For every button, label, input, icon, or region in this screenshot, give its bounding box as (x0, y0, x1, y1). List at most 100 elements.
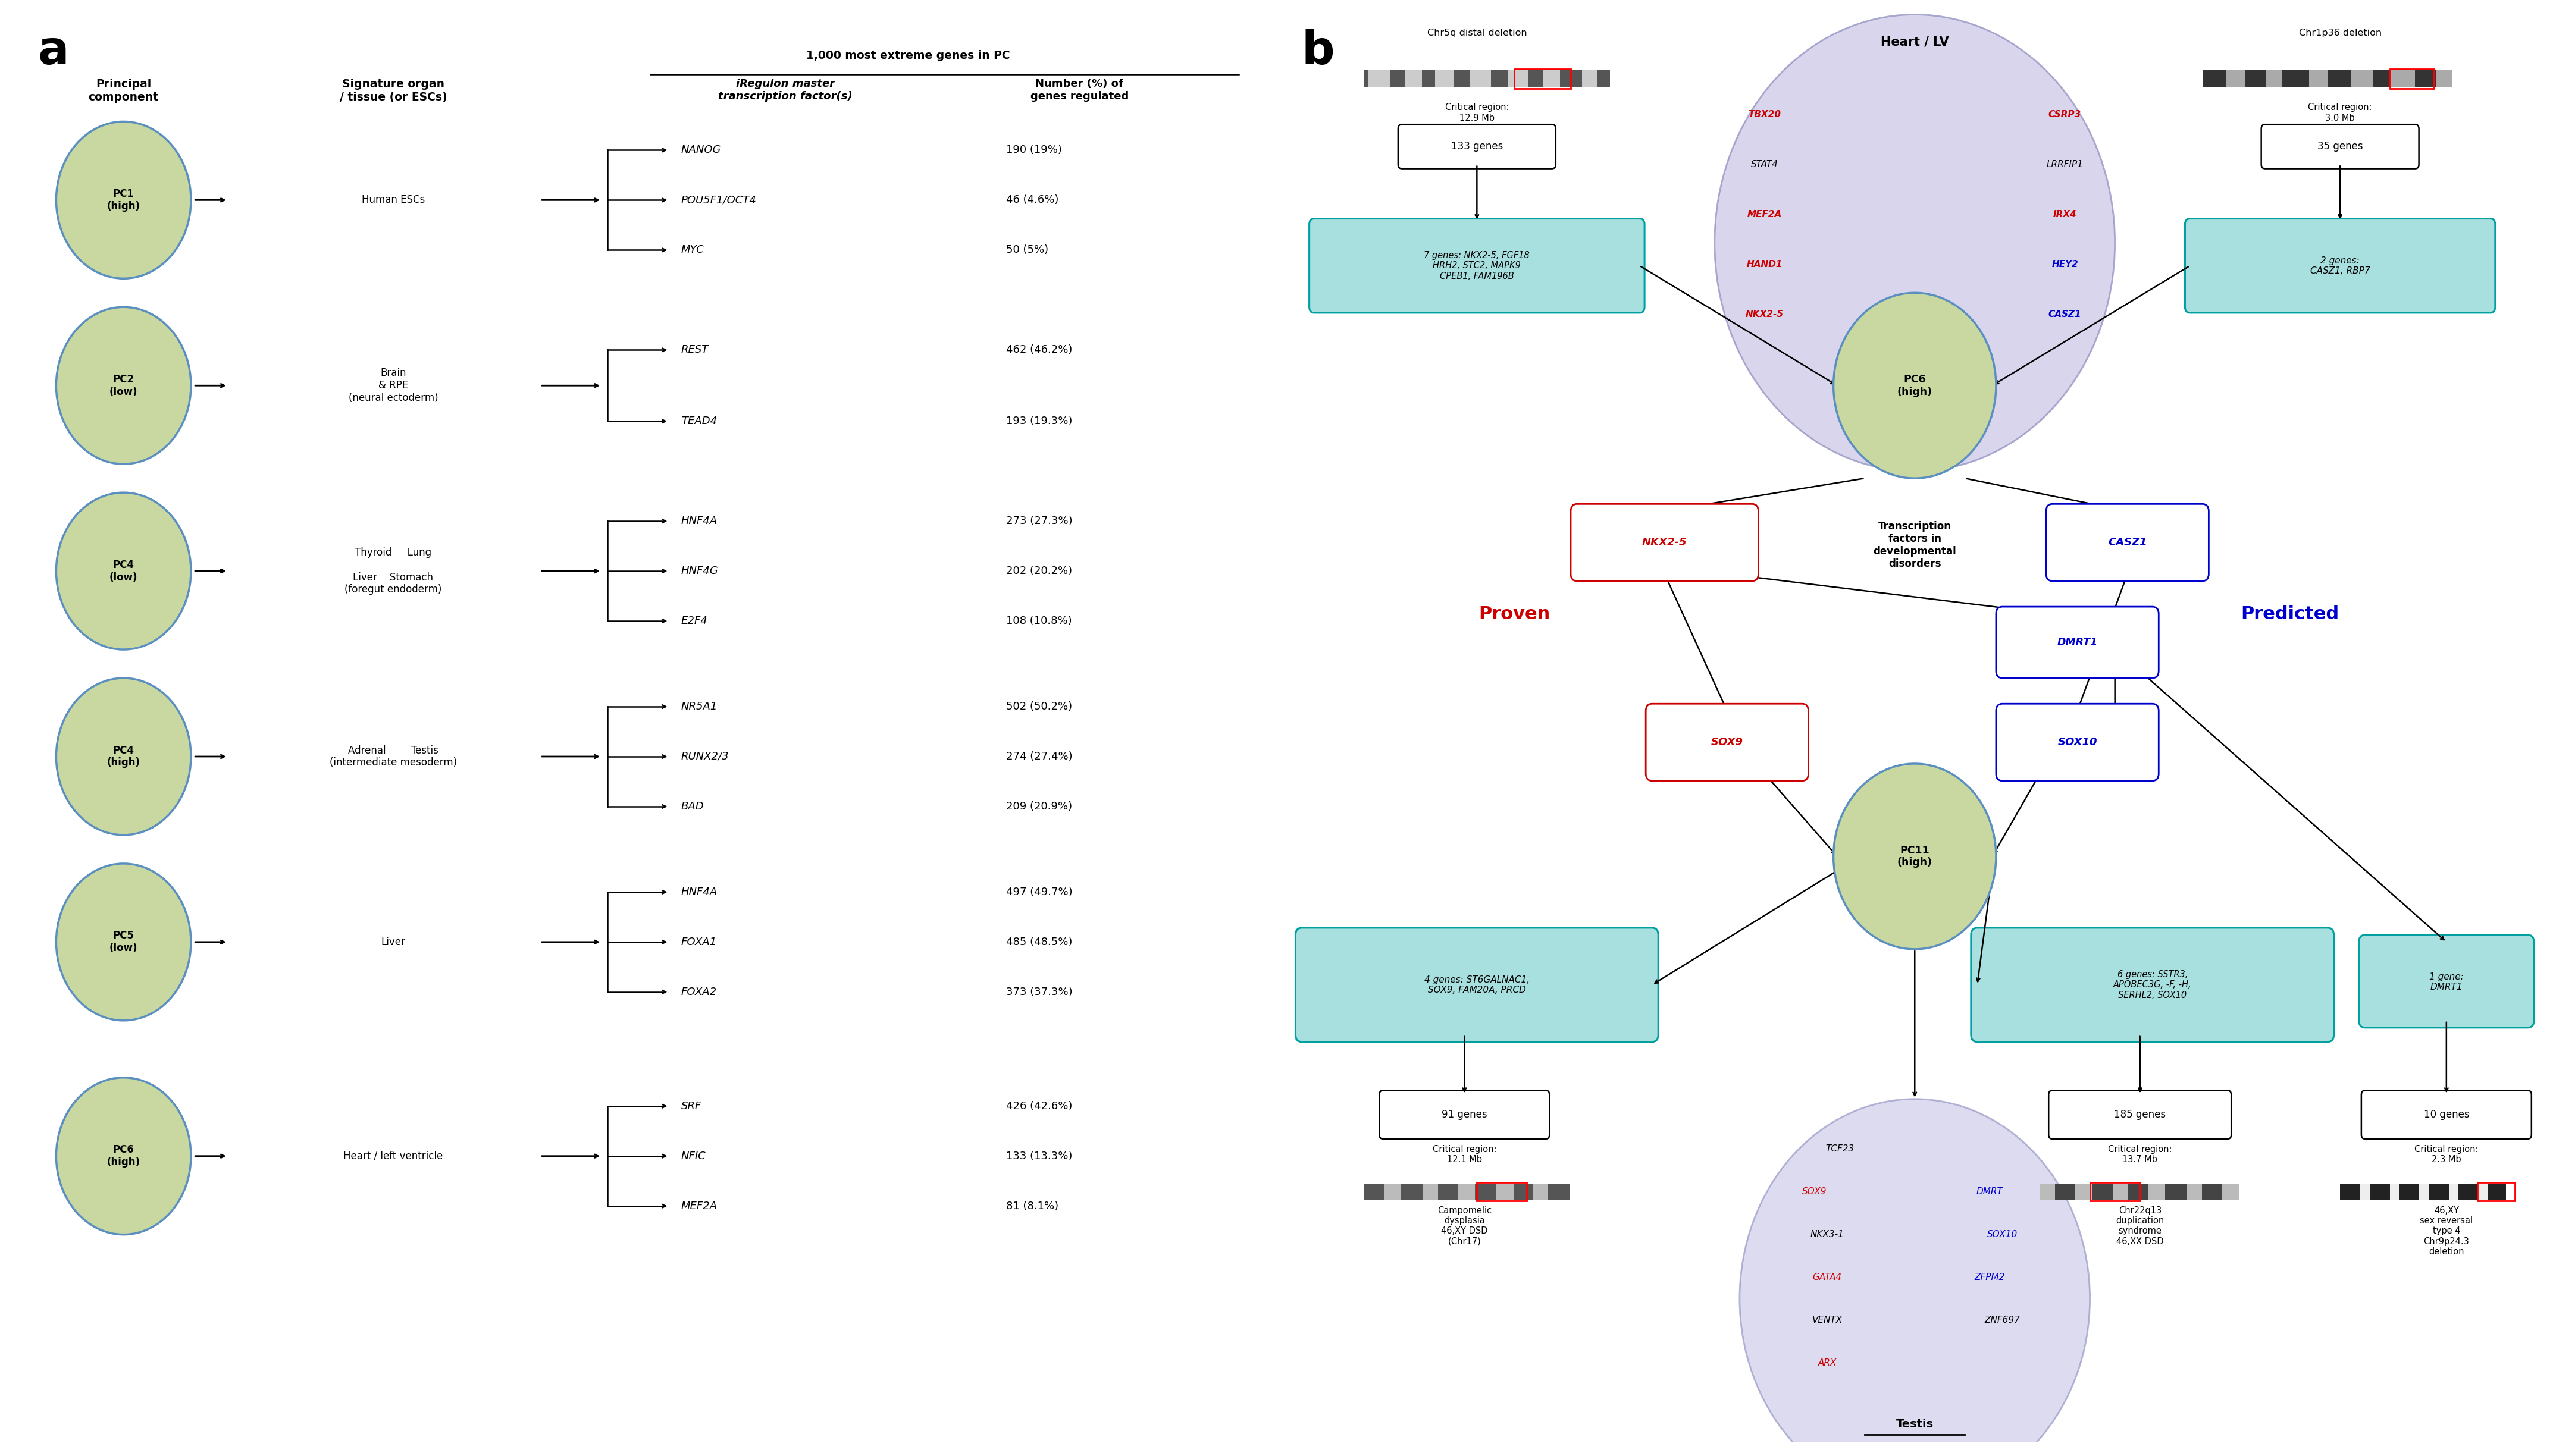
Text: NKX2-5: NKX2-5 (1746, 310, 1785, 319)
Text: LRRFIP1: LRRFIP1 (2048, 160, 2083, 169)
Text: Critical region:
2.3 Mb: Critical region: 2.3 Mb (2415, 1144, 2479, 1163)
Text: PC2
(low): PC2 (low) (110, 374, 138, 397)
Text: 273 (27.3%): 273 (27.3%) (1006, 515, 1072, 527)
Text: 35 genes: 35 genes (2318, 141, 2364, 151)
Text: HNF4A: HNF4A (682, 515, 717, 527)
Text: SRF: SRF (682, 1101, 702, 1111)
Bar (1402, 1184, 1422, 1200)
Bar (2418, 1184, 2428, 1200)
Text: PC1
(high): PC1 (high) (107, 188, 140, 211)
Text: Human ESCs: Human ESCs (363, 195, 424, 205)
Text: 202 (20.2%): 202 (20.2%) (1006, 566, 1072, 577)
Text: 2 genes:
CASZ1, RBP7: 2 genes: CASZ1, RBP7 (2310, 256, 2369, 275)
Circle shape (1833, 293, 1996, 478)
Text: VENTX: VENTX (1813, 1316, 1843, 1325)
Text: SOX10: SOX10 (2058, 737, 2096, 747)
Text: NANOG: NANOG (682, 144, 722, 156)
Text: NKX3-1: NKX3-1 (1810, 1230, 1843, 1239)
Circle shape (1739, 1099, 2091, 1456)
FancyBboxPatch shape (1996, 703, 2160, 780)
Text: FOXA2: FOXA2 (682, 987, 717, 997)
Text: 485 (48.5%): 485 (48.5%) (1006, 936, 1072, 948)
Bar (2040, 1184, 2055, 1200)
Text: Adrenal        Testis
(intermediate mesoderm): Adrenal Testis (intermediate mesoderm) (329, 745, 457, 769)
Text: PC6
(high): PC6 (high) (1897, 374, 1933, 397)
Text: SOX9: SOX9 (1802, 1187, 1828, 1197)
Text: NFIC: NFIC (682, 1150, 707, 1162)
Text: 373 (37.3%): 373 (37.3%) (1006, 987, 1072, 997)
Text: MEF2A: MEF2A (1746, 210, 1782, 218)
Bar (1509, 70, 1527, 87)
FancyBboxPatch shape (1399, 124, 1555, 169)
Text: Critical region:
12.9 Mb: Critical region: 12.9 Mb (1445, 103, 1509, 122)
Bar (2372, 70, 2392, 87)
Circle shape (56, 121, 191, 278)
Bar (2476, 1184, 2489, 1200)
Text: Campomelic
dysplasia
46,XY DSD
(Chr17): Campomelic dysplasia 46,XY DSD (Chr17) (1437, 1206, 1491, 1246)
Text: 209 (20.9%): 209 (20.9%) (1006, 801, 1072, 812)
Bar (1363, 70, 1368, 87)
Text: DMRT1: DMRT1 (2058, 638, 2099, 648)
Bar (2165, 1184, 2188, 1200)
Text: IRX4: IRX4 (2053, 210, 2076, 218)
Text: NKX2-5: NKX2-5 (1642, 537, 1688, 547)
Text: 502 (50.2%): 502 (50.2%) (1006, 702, 1072, 712)
Text: 462 (46.2%): 462 (46.2%) (1006, 345, 1072, 355)
Text: Transcription
factors in
developmental
disorders: Transcription factors in developmental d… (1874, 521, 1956, 569)
Text: 133 (13.3%): 133 (13.3%) (1006, 1150, 1072, 1162)
Text: Critical region:
13.7 Mb: Critical region: 13.7 Mb (2109, 1144, 2173, 1163)
Text: b: b (1302, 29, 1335, 74)
Text: Number (%) of
genes regulated: Number (%) of genes regulated (1031, 79, 1128, 102)
FancyBboxPatch shape (1996, 607, 2160, 678)
Text: SOX9: SOX9 (1711, 737, 1744, 747)
FancyBboxPatch shape (2262, 124, 2418, 169)
Circle shape (56, 678, 191, 834)
Text: E2F4: E2F4 (682, 616, 707, 626)
Text: HEY2: HEY2 (2053, 259, 2078, 269)
Text: iRegulon master
transcription factor(s): iRegulon master transcription factor(s) (717, 79, 853, 102)
Text: 193 (19.3%): 193 (19.3%) (1006, 416, 1072, 427)
Bar (2221, 1184, 2239, 1200)
Bar (2055, 1184, 2076, 1200)
Text: DMRT: DMRT (1976, 1187, 2004, 1197)
FancyBboxPatch shape (1647, 703, 1808, 780)
Bar (1368, 70, 1389, 87)
Text: Signature organ
/ tissue (or ESCs): Signature organ / tissue (or ESCs) (340, 79, 447, 103)
Text: STAT4: STAT4 (1751, 160, 1779, 169)
Circle shape (56, 492, 191, 649)
Text: 1 gene:
DMRT1: 1 gene: DMRT1 (2430, 973, 2464, 992)
Text: Predicted: Predicted (2242, 606, 2339, 623)
Text: 6 genes: SSTR3,
APOBEC3G, -F, -H,
SERHL2, SOX10: 6 genes: SSTR3, APOBEC3G, -F, -H, SERHL2… (2114, 970, 2190, 1000)
Text: MEF2A: MEF2A (682, 1201, 717, 1211)
Bar (1389, 70, 1404, 87)
Bar (1404, 70, 1422, 87)
Circle shape (1833, 763, 1996, 949)
Bar (2129, 1184, 2147, 1200)
Bar (2390, 1184, 2400, 1200)
FancyBboxPatch shape (1971, 927, 2333, 1042)
Text: 50 (5%): 50 (5%) (1006, 245, 1049, 255)
Text: 91 genes: 91 genes (1442, 1109, 1488, 1120)
Bar (1422, 1184, 1437, 1200)
Bar (2415, 70, 2436, 87)
Text: 4 genes: ST6GALNAC1,
SOX9, FAM20A, PRCD: 4 genes: ST6GALNAC1, SOX9, FAM20A, PRCD (1425, 976, 1529, 994)
Text: Testis: Testis (1897, 1418, 1933, 1430)
Bar (1547, 1184, 1570, 1200)
FancyBboxPatch shape (1570, 504, 1759, 581)
Bar (2351, 70, 2372, 87)
Bar (2428, 1184, 2448, 1200)
Circle shape (56, 1077, 191, 1235)
Text: Heart / LV: Heart / LV (1882, 36, 1948, 48)
Text: 46 (4.6%): 46 (4.6%) (1006, 195, 1059, 205)
FancyBboxPatch shape (1310, 218, 1644, 313)
FancyBboxPatch shape (2045, 504, 2208, 581)
FancyBboxPatch shape (2362, 1091, 2533, 1139)
Text: MYC: MYC (682, 245, 705, 255)
Bar (2448, 1184, 2459, 1200)
Bar (1384, 1184, 1402, 1200)
Text: 81 (8.1%): 81 (8.1%) (1006, 1201, 1059, 1211)
Bar (2400, 1184, 2418, 1200)
Text: Chr1p36 deletion: Chr1p36 deletion (2298, 29, 2382, 38)
Text: a: a (38, 29, 69, 74)
Bar (2188, 1184, 2203, 1200)
